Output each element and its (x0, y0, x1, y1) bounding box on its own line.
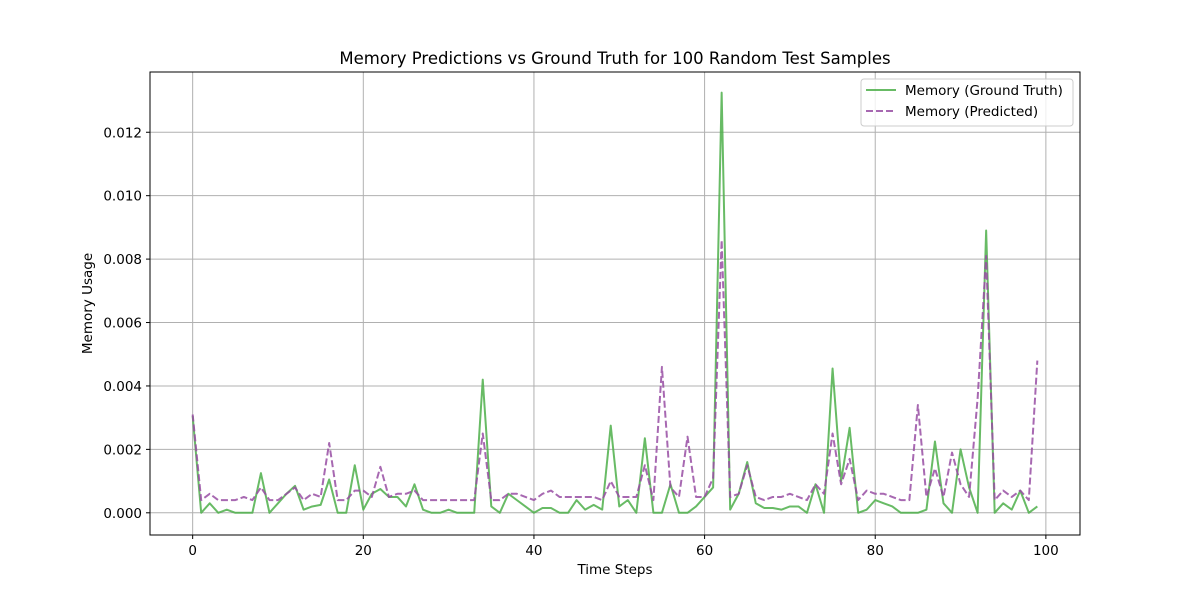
legend-label-ground-truth: Memory (Ground Truth) (905, 83, 1063, 99)
legend-label-predicted: Memory (Predicted) (905, 104, 1038, 120)
x-tick-label: 60 (696, 543, 713, 559)
x-tick-label: 100 (1033, 543, 1059, 559)
x-tick-label: 80 (867, 543, 884, 559)
y-tick-label: 0.008 (103, 252, 142, 268)
plot-frame (149, 71, 1081, 536)
x-tick-label: 0 (188, 543, 197, 559)
chart-title: Memory Predictions vs Ground Truth for 1… (339, 49, 890, 68)
x-tick-label: 20 (355, 543, 372, 559)
x-axis-label: Time Steps (576, 562, 652, 578)
legend: Memory (Ground Truth) Memory (Predicted) (860, 78, 1074, 127)
y-tick-label: 0.006 (103, 316, 142, 332)
y-tick-label: 0.010 (103, 189, 142, 205)
y-axis-label: Memory Usage (80, 253, 96, 354)
series-line-ground-truth (191, 91, 1038, 514)
x-tick-label: 40 (525, 543, 542, 559)
y-tick-label: 0.004 (103, 379, 142, 395)
axis-ticks: 0 20 40 60 80 100 0.000 0.002 0.004 0.006 0.008 0.0… (103, 125, 1058, 559)
legend-box (860, 78, 1074, 127)
y-tick-label: 0.002 (103, 442, 142, 458)
grid (150, 72, 1080, 535)
series-line-predicted (191, 239, 1039, 502)
y-tick-label: 0.000 (103, 506, 142, 522)
y-tick-label: 0.012 (103, 125, 142, 141)
series-lines (191, 91, 1039, 514)
